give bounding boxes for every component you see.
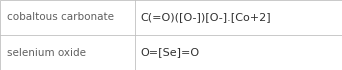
- Text: cobaltous carbonate: cobaltous carbonate: [7, 13, 114, 22]
- Text: selenium oxide: selenium oxide: [7, 48, 86, 57]
- Text: C(=O)([O-])[O-].[Co+2]: C(=O)([O-])[O-].[Co+2]: [140, 13, 271, 22]
- Text: O=[Se]=O: O=[Se]=O: [140, 48, 199, 57]
